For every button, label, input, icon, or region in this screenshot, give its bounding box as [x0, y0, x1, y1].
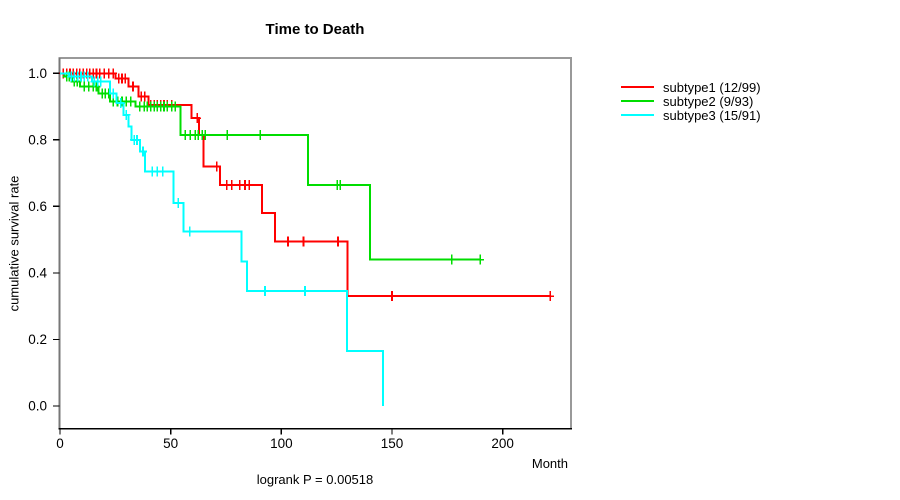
x-tick-label: 50	[163, 436, 178, 451]
survival-curve-3	[60, 72, 385, 406]
y-tick-label: 1.0	[28, 66, 47, 81]
x-tick-label: 100	[270, 436, 293, 451]
x-tick-label: 150	[381, 436, 404, 451]
legend-entry-1: subtype1 (12/99)	[621, 79, 761, 95]
y-tick-label: 0.8	[28, 133, 47, 148]
survival-curve-1	[60, 72, 551, 298]
x-tick-label: 200	[491, 436, 514, 451]
x-axis-label: Month	[531, 456, 568, 471]
legend-line-swatch	[621, 114, 654, 116]
y-tick-label: 0.4	[28, 266, 47, 281]
x-tick-label: 0	[56, 436, 64, 451]
logrank-p-annotation: logrank P = 0.00518	[256, 472, 374, 487]
legend-entry-3: subtype3 (15/91)	[621, 107, 761, 123]
y-tick-label: 0.6	[28, 199, 47, 214]
legend-label: subtype3 (15/91)	[663, 107, 761, 123]
legend: subtype1 (12/99) subtype2 (9/93) subtype3 …	[621, 79, 761, 123]
legend-label: subtype2 (9/93)	[663, 93, 754, 109]
y-tick-label: 0.2	[28, 332, 47, 347]
legend-label: subtype1 (12/99)	[663, 79, 761, 95]
legend-line-swatch	[621, 100, 654, 102]
chart-title: Time to Death	[265, 21, 365, 38]
legend-entry-2: subtype2 (9/93)	[621, 93, 761, 109]
legend-line-swatch	[621, 86, 654, 88]
y-tick-label: 0.0	[28, 399, 47, 414]
